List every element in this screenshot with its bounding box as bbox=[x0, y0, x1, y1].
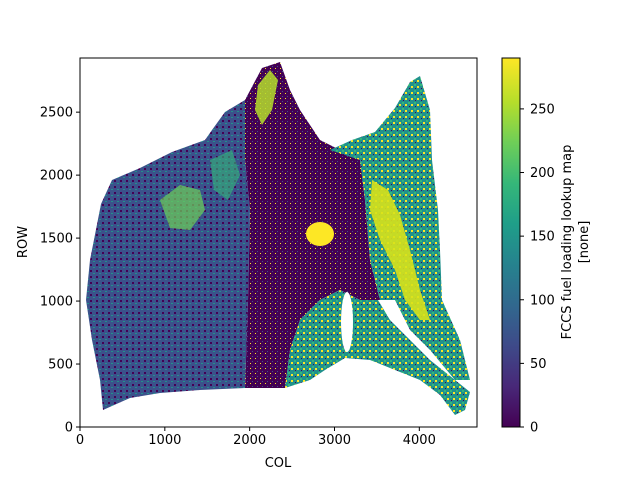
map-raster bbox=[86, 62, 470, 415]
colorbar-tick-label: 200 bbox=[530, 166, 555, 181]
map-highlight-west bbox=[160, 185, 205, 230]
x-tick-label: 1000 bbox=[148, 433, 181, 448]
x-axis: 0 1000 2000 3000 4000 bbox=[76, 427, 436, 448]
map-lake-gap bbox=[341, 292, 353, 352]
y-axis: 0 500 1000 1500 2000 2500 bbox=[40, 106, 80, 436]
y-tick-label: 0 bbox=[65, 421, 73, 436]
map-highlight-blob bbox=[306, 222, 334, 246]
plot-frame bbox=[79, 57, 478, 428]
y-tick-label: 1000 bbox=[40, 295, 73, 310]
y-tick-label: 2500 bbox=[40, 106, 73, 121]
colorbar-tick-label: 150 bbox=[530, 230, 555, 245]
colorbar-tick-label: 50 bbox=[530, 357, 547, 372]
y-axis-title: ROW bbox=[16, 226, 31, 258]
y-tick-label: 500 bbox=[48, 358, 73, 373]
map-region-west bbox=[86, 100, 250, 410]
colorbar: 0 50 100 150 200 250 FCCS fuel loading lookup… bbox=[501, 57, 592, 436]
colorbar-label-line1: FCCS fuel loading lookup map bbox=[560, 145, 575, 340]
colorbar-tick-label: 250 bbox=[530, 102, 555, 117]
plot-area bbox=[79, 57, 478, 428]
colorbar-ticks: 0 50 100 150 200 250 bbox=[520, 102, 555, 436]
x-tick-label: 0 bbox=[76, 433, 84, 448]
x-tick-label: 4000 bbox=[403, 433, 436, 448]
colorbar-gradient bbox=[502, 58, 520, 427]
map-highlight-north bbox=[255, 70, 278, 125]
x-axis-title: COL bbox=[265, 456, 292, 471]
colorbar-tick-label: 0 bbox=[530, 421, 538, 436]
map-region-southeast bbox=[285, 290, 470, 415]
x-tick-label: 3000 bbox=[318, 433, 351, 448]
y-tick-label: 2000 bbox=[40, 169, 73, 184]
y-tick-label: 1500 bbox=[40, 232, 73, 247]
colorbar-label-line2: [none] bbox=[577, 221, 592, 264]
map-highlight-ridge bbox=[370, 180, 430, 320]
colorbar-tick-label: 100 bbox=[530, 293, 555, 308]
colorbar-frame bbox=[501, 57, 521, 428]
map-highlight-west2 bbox=[210, 150, 240, 200]
x-tick-label: 2000 bbox=[233, 433, 266, 448]
